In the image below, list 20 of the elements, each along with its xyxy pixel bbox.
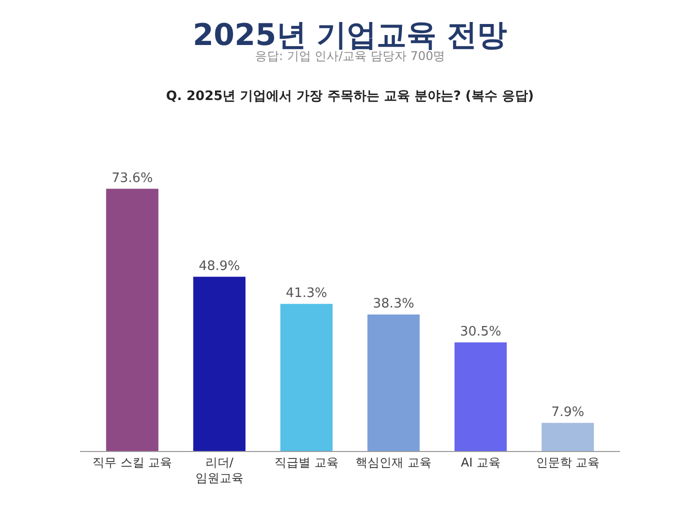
x-tick-label: 핵심인재 교육 [356,455,432,470]
data-label: 48.9% [198,258,240,274]
bar [367,314,420,451]
bar [280,304,333,451]
x-tick-label: 직무 스킬 교육 [92,455,172,470]
x-tick-label: 리더/ 임원교육 [195,455,244,485]
bar [542,422,594,451]
data-label: 7.9% [551,404,584,420]
data-label: 38.3% [372,296,414,312]
chart-subtitle: 응답: 기업 인사/교육 담당자 700명 [255,49,446,63]
bar [106,188,158,451]
x-tick-label: 직급별 교육 [274,455,338,470]
x-tick-label: 인문학 교육 [536,455,600,470]
data-label: 30.5% [460,324,502,340]
bar [193,276,246,451]
bar [454,342,507,451]
text: Q. 2025년 기업에서 가장 주목하는 교육 분야는? (복수 응답) [166,89,534,104]
data-label: 73.6% [112,170,153,186]
x-tick-label: AI 교육 [460,455,500,470]
data-label: 41.3% [286,286,328,301]
